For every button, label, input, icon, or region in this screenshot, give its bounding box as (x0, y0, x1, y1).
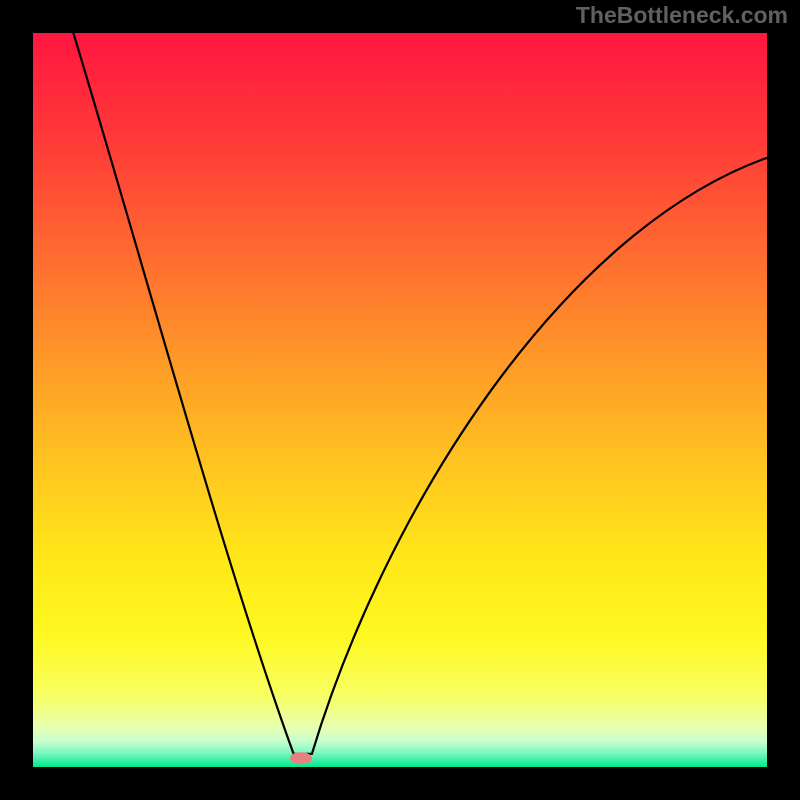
plot-background (33, 33, 767, 767)
chart-container: TheBottleneck.com (0, 0, 800, 800)
watermark-text: TheBottleneck.com (576, 2, 788, 29)
minimum-marker (290, 752, 312, 764)
bottleneck-chart (0, 0, 800, 800)
